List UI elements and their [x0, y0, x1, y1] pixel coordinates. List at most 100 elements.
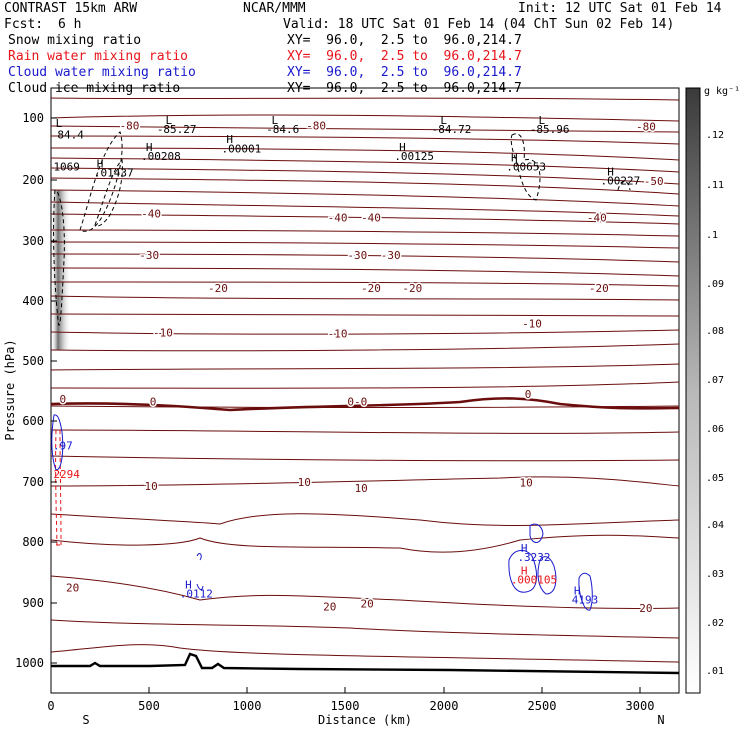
y-tick-label: 100 [22, 111, 44, 125]
extremum-label: H [226, 133, 233, 146]
cloud-water-contour [537, 556, 557, 595]
x-axis [50, 687, 641, 693]
isotherm-line [51, 167, 679, 185]
colorbar-tick: .11 [706, 180, 724, 191]
extremum-label: L [56, 117, 63, 130]
isotherm-label: -20 [361, 282, 381, 295]
isotherm-line [51, 575, 679, 610]
isotherm-line [51, 381, 679, 389]
isotherm-label: -20 [402, 282, 422, 295]
extremum-label: H [607, 165, 614, 178]
legend-rain-label: Rain water mixing ratio [8, 49, 189, 64]
isotherm-line [51, 429, 679, 434]
isotherm-label: -30 [139, 249, 159, 262]
isotherm-label: -40 [141, 208, 161, 221]
isotherm-line [51, 114, 679, 122]
extremum-label: L [440, 114, 447, 127]
isotherm-label: 0-0 [347, 395, 367, 408]
extremum-label: .01437 [94, 167, 134, 180]
isotherm-contours [51, 97, 679, 663]
isotherm-line [51, 253, 679, 263]
snow-contour [617, 180, 631, 191]
isotherm-label: -30 [381, 249, 401, 262]
y-axis [51, 117, 57, 664]
plot-frame [50, 87, 680, 694]
extremum-label: .000105 [511, 573, 557, 586]
extremum-label: .00125 [394, 150, 434, 163]
extremum-label: L [538, 114, 545, 127]
x-tick-label: 2500 [528, 699, 557, 713]
legend-cloud-water-xy: XY= 96.0, 2.5 to 96.0,214.7 [287, 65, 522, 80]
isotherm-line [51, 281, 679, 287]
isotherm-line [51, 513, 679, 526]
isotherm-label: -80 [120, 119, 140, 132]
x-tick-label: 1000 [233, 699, 262, 713]
snow-contours [53, 131, 631, 326]
isotherm-line [51, 534, 679, 553]
colorbar-tick: .07 [706, 375, 724, 386]
colorbar-tick: .05 [706, 473, 724, 484]
extremum-label: -85.27 [157, 123, 197, 136]
isotherm-label: 20 [360, 598, 373, 611]
rain-contour [59, 429, 62, 546]
isotherm-label: 10 [355, 482, 368, 495]
y-tick-label: 400 [22, 294, 44, 308]
isotherm-label: -10 [522, 317, 542, 330]
isotherm-label: 10 [298, 476, 311, 489]
colorbar-tick: .09 [706, 279, 724, 290]
extremum-label: .3232 [517, 551, 550, 564]
isotherm-line [51, 267, 679, 277]
isotherm-line [51, 476, 679, 487]
y-tick-label: 1000 [15, 656, 44, 670]
isotherm-line [51, 241, 679, 249]
isotherm-label: 20 [639, 602, 652, 615]
isotherm-label: 0 [150, 395, 157, 408]
isotherm-label: -30 [347, 249, 367, 262]
model-title: CONTRAST 15km ARW [4, 1, 138, 16]
colorbar-tick: .02 [706, 618, 724, 629]
extremum-label: 4193 [572, 593, 599, 606]
x-tick-label: 2000 [430, 699, 459, 713]
snow-contour [94, 158, 123, 227]
extremum-label: -84.6 [266, 123, 299, 136]
extremum-label: .0112 [180, 587, 213, 600]
colorbar-tick: .12 [706, 130, 724, 141]
isotherm-line [51, 363, 679, 371]
isotherm-line [51, 644, 679, 663]
valid-time: Valid: 18 UTC Sat 01 Feb 14 (04 ChT Sun … [283, 17, 675, 32]
rain-contours [55, 429, 62, 546]
y-tick-label: 300 [22, 234, 44, 248]
cloud-water-contour [196, 553, 202, 561]
isotherm-label: -20 [208, 282, 228, 295]
colorbar-tick: .1 [706, 230, 718, 241]
extremum-label: .00208 [141, 150, 181, 163]
extremum-label: 2294 [53, 468, 80, 481]
init-time: Init: 12 UTC Sat 01 Feb 14 [518, 1, 722, 16]
x-tick-label: 3000 [626, 699, 655, 713]
isotherm-line [51, 213, 679, 225]
extremum-label: H [574, 584, 581, 597]
isotherm-line [51, 313, 679, 317]
extremum-label: .00653 [506, 160, 546, 173]
extremum-label: L [165, 114, 172, 127]
isotherm-label: -40 [328, 211, 348, 224]
org-label: NCAR/MMM [243, 1, 306, 16]
snow-contour [510, 133, 541, 201]
isotherm-label: -10 [328, 328, 348, 341]
south-label: S [82, 713, 89, 727]
isotherm-line [51, 97, 679, 101]
extremum-label: H [399, 141, 406, 154]
cloud-water-contour [529, 523, 544, 543]
y-tick-label: 700 [22, 475, 44, 489]
y-axis-title: Pressure (hPa) [3, 339, 17, 440]
cloud-water-contour [508, 550, 537, 593]
isotherm-label: -20 [589, 282, 609, 295]
forecast-hours: 6 h [58, 17, 82, 32]
extremum-label: H [521, 542, 528, 555]
y-tick-label: 600 [22, 414, 44, 428]
isotherm-label: -40 [587, 211, 607, 224]
colorbar-tick: .04 [706, 520, 724, 531]
legend-cloud-water-label: Cloud water mixing ratio [8, 65, 196, 80]
isotherm-line [51, 125, 679, 133]
